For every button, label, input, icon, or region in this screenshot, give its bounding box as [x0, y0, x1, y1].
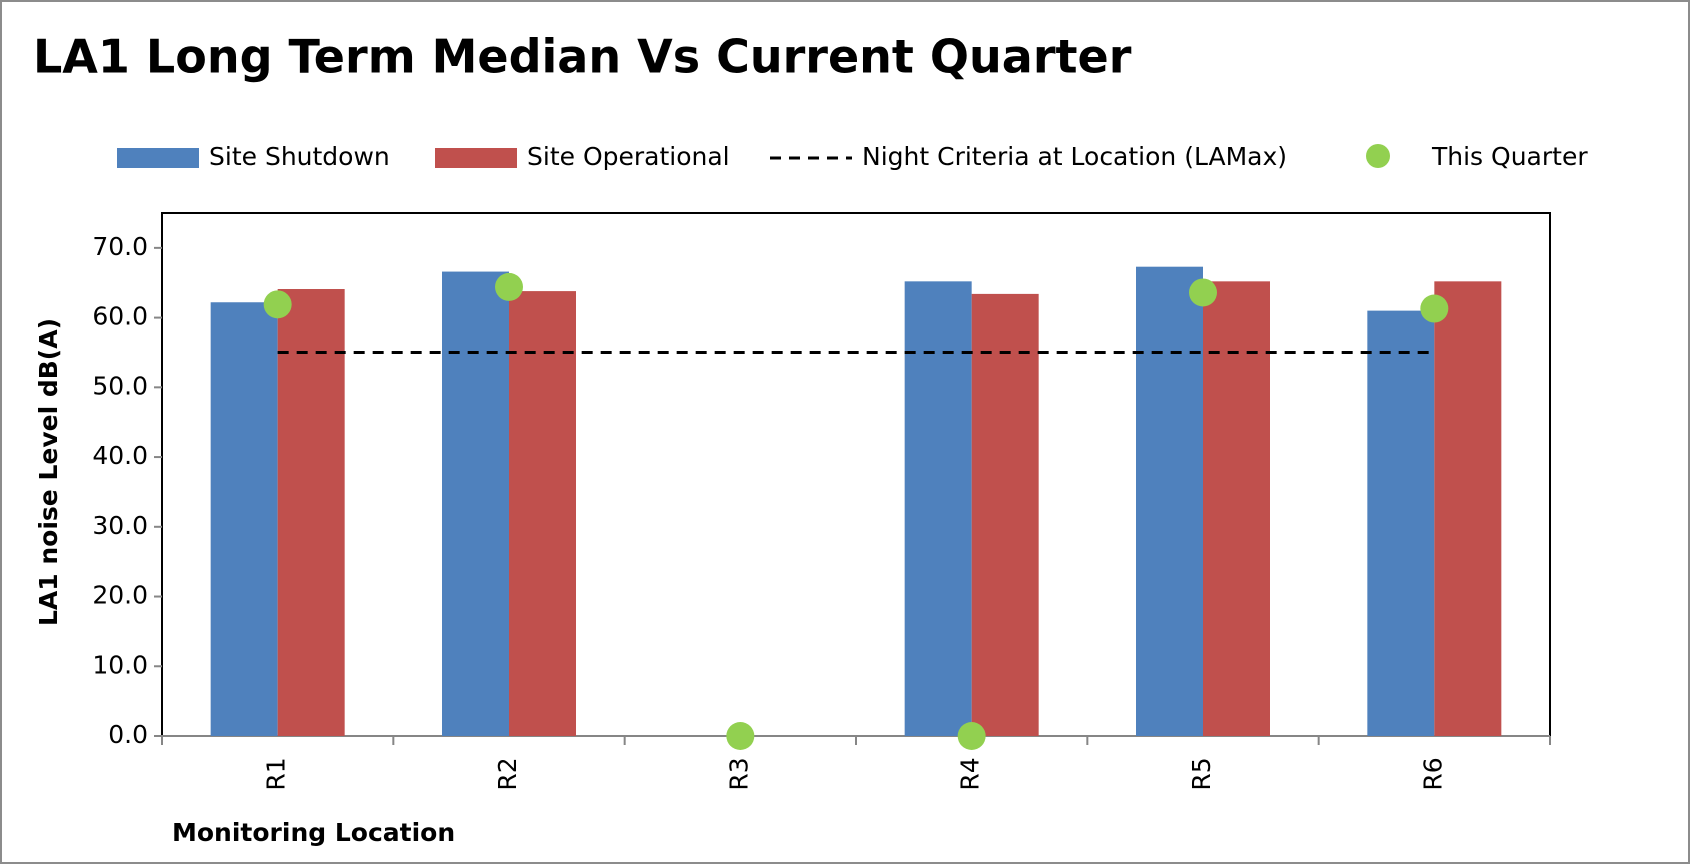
bar: [210, 302, 278, 736]
bar: [904, 281, 972, 736]
x-axis-title: Monitoring Location: [172, 818, 455, 847]
x-tick-label: R1: [262, 757, 291, 790]
y-tick-label: 60.0: [92, 302, 148, 331]
bar: [971, 293, 1039, 736]
y-tick-label: 20.0: [92, 581, 148, 610]
legend-label: Site Shutdown: [209, 142, 390, 171]
x-tick-label: R4: [956, 757, 985, 790]
legend-label: Site Operational: [527, 142, 730, 171]
x-tick-label: R3: [724, 757, 753, 790]
y-tick-label: 30.0: [92, 511, 148, 540]
x-tick-label: R2: [493, 757, 522, 790]
legend-swatch: [117, 148, 199, 168]
bar: [277, 289, 345, 736]
bar: [1367, 310, 1435, 736]
point: [263, 290, 292, 319]
bar: [509, 291, 576, 736]
chart-title: LA1 Long Term Median Vs Current Quarter: [33, 30, 1132, 84]
point: [495, 272, 523, 301]
y-tick-label: 50.0: [92, 371, 148, 400]
y-axis-title: LA1 noise Level dB(A): [34, 318, 63, 626]
point: [1189, 278, 1217, 307]
y-tick-label: 70.0: [92, 232, 148, 261]
legend-label: Night Criteria at Location (LAMax): [862, 142, 1287, 171]
legend-label: This Quarter: [1431, 142, 1588, 171]
legend-swatch: [435, 148, 517, 168]
x-tick-label: R5: [1187, 757, 1216, 790]
legend-swatch: [1366, 144, 1390, 168]
point: [957, 722, 986, 750]
point: [1420, 294, 1449, 323]
point: [726, 722, 755, 750]
bar: [442, 271, 509, 736]
x-tick-label: R6: [1418, 757, 1447, 790]
bar: [1203, 281, 1270, 736]
y-tick-label: 0.0: [108, 720, 148, 749]
y-tick-label: 10.0: [92, 650, 148, 679]
bar: [1434, 281, 1502, 736]
bar: [1136, 266, 1203, 736]
y-tick-label: 40.0: [92, 441, 148, 470]
